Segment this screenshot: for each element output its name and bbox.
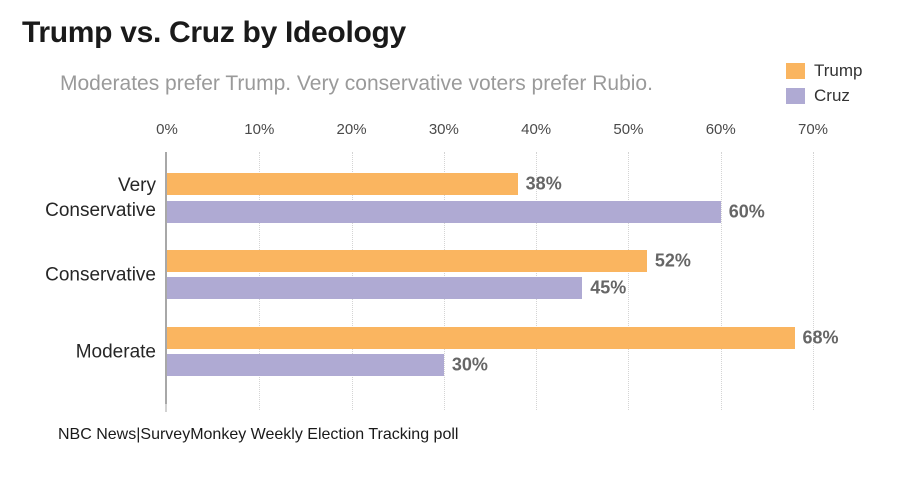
x-axis-tick-label: 50%: [613, 121, 644, 138]
x-axis-tick-label: 10%: [244, 121, 275, 138]
legend-swatch-trump: [786, 63, 805, 79]
chart-title: Trump vs. Cruz by Ideology: [22, 16, 406, 49]
y-axis-line-foot: [165, 404, 167, 412]
x-axis-tick-label: 70%: [797, 121, 829, 138]
gridline: [628, 152, 630, 410]
value-label-trump-conservative: 52%: [654, 250, 691, 271]
x-axis-tick-label: 40%: [521, 121, 552, 138]
bar-cruz-very-conservative: [167, 200, 721, 223]
bar-cruz-conservative: [167, 277, 583, 300]
x-axis-tick-label: 30%: [428, 121, 459, 138]
legend-label-trump: Trump: [814, 61, 863, 80]
value-label-cruz-very-conservative: 60%: [728, 201, 765, 221]
legend-item-cruz: Cruz: [786, 86, 863, 106]
x-axis-tick-label: 60%: [705, 121, 736, 138]
category-label-conservative: Conservative: [45, 264, 156, 286]
bar-cruz-moderate: [167, 354, 444, 376]
legend-swatch-cruz: [786, 88, 805, 104]
x-axis-tick-label: 20%: [336, 121, 367, 138]
value-label-trump-very-conservative: 38%: [525, 173, 562, 194]
value-label-cruz-moderate: 30%: [451, 354, 488, 375]
legend-label-cruz: Cruz: [814, 86, 850, 105]
category-label-very-conservative: Very Conservative: [45, 175, 156, 221]
gridline: [720, 152, 722, 410]
category-label-moderate: Moderate: [75, 341, 156, 362]
bar-trump-moderate: [167, 326, 795, 349]
bar-trump-conservative: [167, 249, 647, 272]
x-axis-tick-label: 0%: [156, 121, 178, 138]
legend: Trump Cruz: [786, 61, 863, 106]
plot-area: 38% 60% 52% 45% 68% 30%: [165, 152, 839, 412]
y-axis-line: [165, 152, 167, 404]
source-note: NBC News|SurveyMonkey Weekly Election Tr…: [58, 426, 459, 443]
gridline: [813, 152, 814, 410]
value-label-trump-moderate: 68%: [802, 327, 839, 347]
chart-subtitle: Moderates prefer Trump. Very conservativ…: [60, 72, 653, 95]
value-label-cruz-conservative: 45%: [590, 277, 627, 298]
legend-item-trump: Trump: [786, 61, 863, 81]
x-axis-tick-labels: 0% 10% 20% 30% 40% 50% 60% 70%: [0, 121, 900, 139]
bar-trump-very-conservative: [167, 173, 518, 195]
